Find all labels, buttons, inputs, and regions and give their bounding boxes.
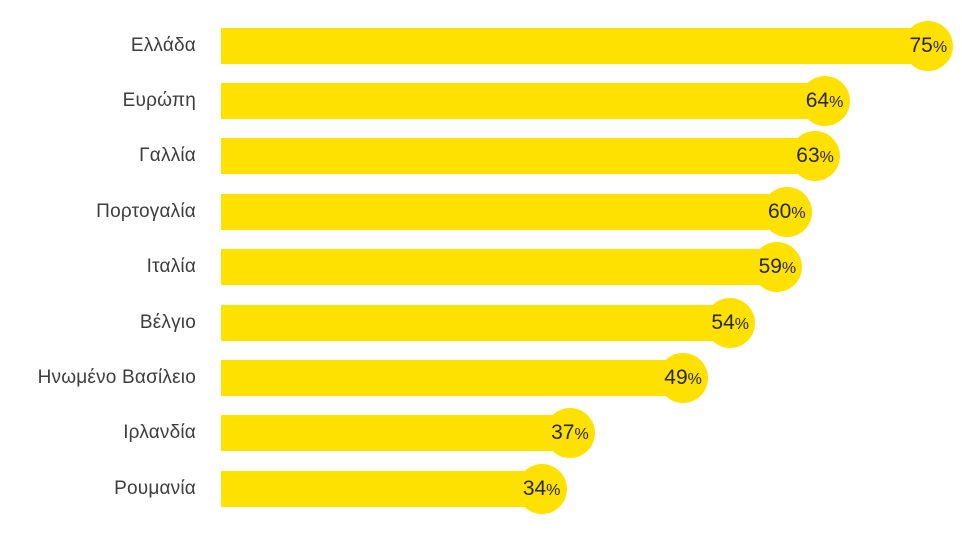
category-label: Πορτογαλία: [96, 200, 196, 222]
bar: 37%: [221, 408, 595, 459]
value-badge: 75%: [903, 20, 954, 71]
category-label: Ιρλανδία: [123, 422, 196, 444]
percent-sign: %: [791, 204, 806, 222]
bar: 34%: [221, 463, 567, 514]
bar-track: 64%: [221, 76, 962, 127]
percent-sign: %: [781, 260, 797, 278]
percent-sign: %: [546, 481, 561, 499]
value-badge: 49%: [658, 353, 709, 404]
value-badge: 59%: [752, 242, 803, 293]
bar-row: Ρουμανία 34%: [0, 461, 962, 516]
bar-track: 75%: [221, 20, 962, 71]
bar: 75%: [221, 20, 954, 71]
bar-track: 49%: [221, 353, 962, 404]
value-badge: 64%: [799, 76, 850, 127]
bar: 64%: [221, 76, 850, 127]
bar-row: Ελλάδα 75%: [0, 18, 962, 73]
value-badge: 34%: [516, 463, 567, 514]
percent-sign: %: [829, 94, 844, 112]
value-badge: 60%: [761, 186, 812, 237]
category-label: Βέλγιο: [139, 311, 196, 333]
category-label: Ηνωμένο Βασίλειο: [37, 367, 196, 389]
bar-row: Ηνωμένο Βασίλειο 49%: [0, 350, 962, 405]
value-label: 60: [768, 199, 792, 223]
percent-sign: %: [687, 371, 702, 389]
bar-row: Ευρώπη 64%: [0, 73, 962, 128]
value-label: 59: [758, 255, 782, 279]
bar-row: Βέλγιο 54%: [0, 295, 962, 350]
bar-track: 54%: [221, 297, 962, 348]
bar-row: Ιταλία 59%: [0, 240, 962, 295]
value-label: 34: [522, 476, 547, 500]
percent-sign: %: [819, 149, 834, 167]
value-label: 49: [664, 366, 688, 390]
category-label: Ιταλία: [146, 256, 196, 278]
value-label: 75: [909, 33, 933, 57]
value-label: 54: [711, 310, 735, 334]
chart-plot-area: Ελλάδα 75% Ευρώπη 64% Γαλλία 63%: [0, 18, 962, 516]
category-label: Ευρώπη: [122, 90, 196, 112]
bar-track: 34%: [221, 463, 962, 514]
value-label: 37: [551, 421, 575, 445]
category-label: Γαλλία: [139, 145, 196, 167]
value-label: 64: [805, 89, 830, 113]
bar-row: Ιρλανδία 37%: [0, 406, 962, 461]
category-label: Ρουμανία: [114, 477, 196, 499]
bar-track: 59%: [221, 242, 962, 293]
bar-track: 37%: [221, 408, 962, 459]
category-label: Ελλάδα: [130, 34, 196, 56]
percent-sign: %: [734, 315, 750, 333]
bar: 63%: [221, 131, 841, 182]
percent-sign: %: [932, 38, 948, 56]
value-badge: 54%: [705, 297, 756, 348]
bar-row: Πορτογαλία 60%: [0, 184, 962, 239]
bar-row: Γαλλία 63%: [0, 129, 962, 184]
bar: 54%: [221, 297, 756, 348]
bar: 59%: [221, 242, 803, 293]
bar: 49%: [221, 353, 709, 404]
bar-track: 63%: [221, 131, 962, 182]
value-label: 63: [796, 144, 820, 168]
value-badge: 63%: [790, 131, 841, 182]
percent-sign: %: [574, 426, 589, 444]
bar: 60%: [221, 186, 812, 237]
bar-track: 60%: [221, 186, 962, 237]
value-badge: 37%: [544, 408, 595, 459]
